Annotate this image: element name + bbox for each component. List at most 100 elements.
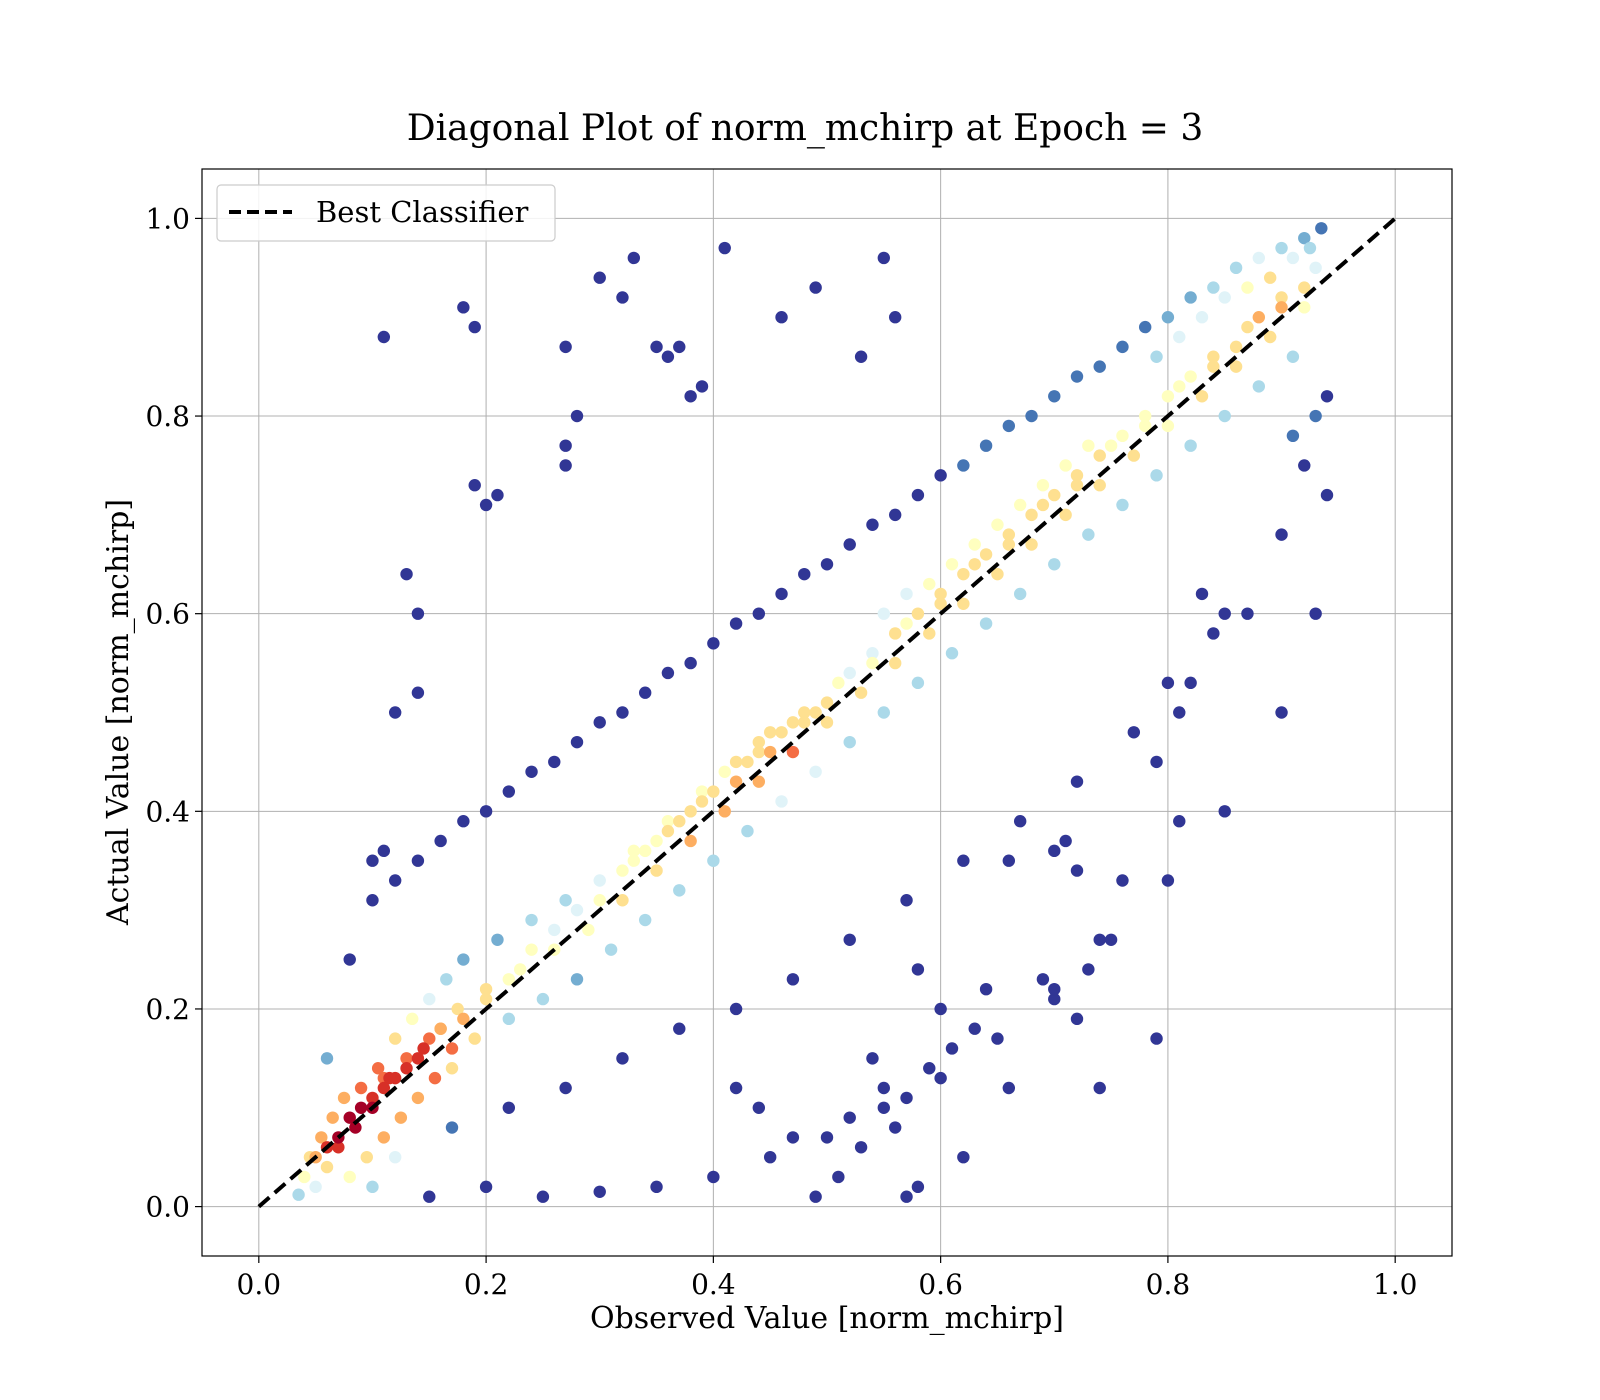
scatter-point (1070, 775, 1084, 788)
scatter-point (320, 1052, 334, 1065)
scatter-point (1104, 933, 1118, 946)
scatter-point (479, 1180, 493, 1194)
scatter-point (923, 627, 936, 640)
scatter-point (1241, 281, 1254, 294)
scatter-point (1093, 360, 1106, 373)
scatter-point (1048, 982, 1061, 996)
scatter-point (1150, 755, 1163, 769)
scatter-point (1275, 291, 1288, 304)
scatter-point (752, 1101, 766, 1114)
scatter-point (570, 973, 584, 986)
scatter-point (729, 617, 743, 630)
scatter-point (536, 1190, 550, 1203)
scatter-point (877, 607, 891, 620)
scatter-point (843, 1111, 856, 1124)
scatter-point (809, 765, 822, 778)
scatter-point (315, 1131, 328, 1144)
scatter-point (1048, 992, 1061, 1006)
scatter-point (1309, 607, 1322, 620)
scatter-point (673, 884, 686, 897)
scatter-point (400, 567, 413, 581)
scatter-point (1127, 726, 1141, 739)
scatter-point (1161, 419, 1175, 433)
scatter-point (1252, 380, 1266, 393)
scatter-point (468, 479, 481, 492)
scatter-point (366, 1091, 379, 1105)
scatter-point (616, 894, 629, 907)
scatter-point (729, 1002, 743, 1016)
scatter-point (1002, 528, 1016, 541)
scatter-point (1093, 449, 1106, 462)
scatter-point (451, 1002, 464, 1016)
scatter-point (423, 1032, 436, 1045)
scatter-point (1082, 439, 1095, 452)
scatter-point (718, 765, 731, 778)
scatter-point (1070, 864, 1084, 877)
scatter-point (945, 558, 959, 571)
scatter-point (684, 805, 697, 818)
scatter-point (1275, 241, 1288, 255)
scatter-point (1195, 311, 1209, 324)
scatter-point (673, 1022, 686, 1035)
plot-frame (201, 168, 1453, 1257)
scatter-point (638, 913, 652, 927)
scatter-point (809, 1190, 822, 1203)
scatter-point (1025, 409, 1038, 423)
legend-box (216, 184, 556, 242)
scatter-point (695, 795, 709, 808)
scatter-point (525, 943, 538, 956)
scatter-point (923, 577, 936, 591)
scatter-point (991, 567, 1004, 581)
scatter-point (854, 350, 868, 363)
scatter-point (366, 1180, 379, 1194)
scatter-point (337, 1091, 351, 1105)
scatter-point (1013, 587, 1027, 601)
scatter-point (1286, 350, 1300, 363)
scatter-point (661, 824, 675, 838)
scatter-point (968, 1022, 981, 1035)
scatter-point (1013, 815, 1027, 828)
scatter-point (434, 834, 447, 848)
scatter-point (627, 844, 641, 858)
scatter-point (1298, 281, 1311, 294)
scatter-point (1229, 261, 1243, 275)
scatter-point (406, 1012, 419, 1026)
scatter-point (934, 587, 947, 601)
scatter-point (843, 933, 856, 946)
scatter-point (957, 1150, 970, 1164)
scatter-point (388, 1032, 402, 1045)
scatter-point (411, 607, 425, 620)
scatter-point (383, 1071, 396, 1085)
scatter-point (1059, 508, 1072, 522)
scatter-point (604, 943, 618, 956)
scatter-point (292, 1188, 305, 1201)
scatter-point (638, 686, 652, 699)
scatter-point (1138, 409, 1152, 423)
scatter-point (775, 311, 788, 324)
scatter-point (763, 726, 777, 739)
scatter-point (707, 854, 720, 867)
scatter-point (440, 973, 453, 986)
scatter-point (1002, 854, 1016, 867)
scatter-point (1207, 627, 1220, 640)
scatter-point (616, 706, 629, 719)
scatter-point (786, 973, 800, 986)
scatter-point (627, 251, 641, 265)
scatter-point (673, 815, 686, 828)
scatter-point (673, 340, 686, 354)
scatter-point (911, 676, 925, 690)
scatter-point (695, 380, 709, 393)
scatter-point (536, 992, 550, 1006)
scatter-point (343, 953, 356, 966)
scatter-point (1150, 1032, 1163, 1045)
scatter-point (866, 647, 879, 660)
scatter-point (911, 963, 925, 976)
scatter-point (1036, 479, 1050, 492)
scatter-point (377, 844, 391, 858)
scatter-point (843, 538, 856, 551)
scatter-point (888, 311, 902, 324)
scatter-point (593, 1185, 606, 1198)
scatter-point (1286, 251, 1300, 265)
scatter-point (1173, 706, 1186, 719)
